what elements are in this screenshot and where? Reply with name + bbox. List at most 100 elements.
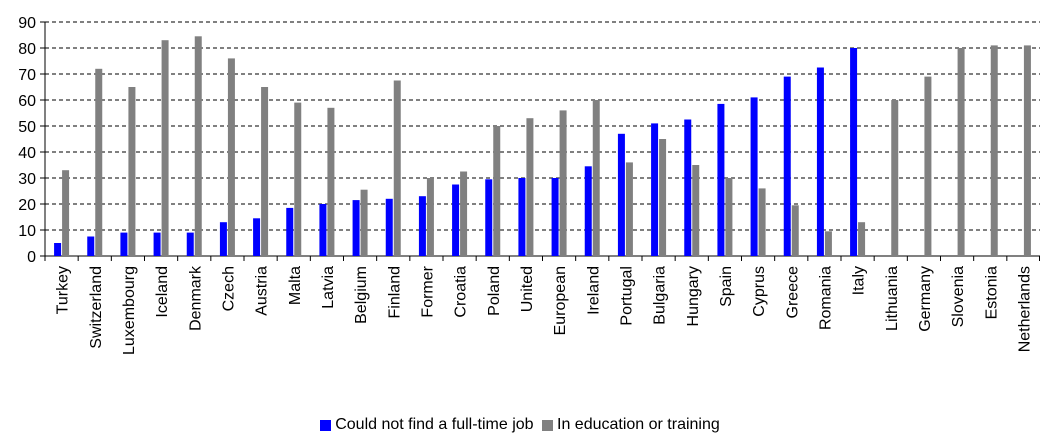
bar-jobless [385,198,393,256]
bar-education [426,178,434,256]
bar-education [791,205,799,256]
bar-education [493,126,501,256]
x-tick-label: Cyprus [751,266,768,317]
bar-education [957,48,965,256]
x-tick-label: Greece [784,266,801,319]
y-tick-label: 90 [18,15,36,32]
bar-jobless [253,218,261,256]
y-tick-label: 80 [18,41,36,58]
x-tick-label: Latvia [320,266,337,309]
x-tick-label: United [519,266,536,312]
bar-education [559,110,567,257]
x-tick-label: Germany [917,266,934,332]
bar-education [460,171,468,256]
bar-education [393,80,401,256]
legend: Could not find a full-time job In educat… [0,416,1040,436]
y-tick-label: 30 [18,171,36,188]
bar-education [526,118,534,256]
x-tick-label: European [552,266,569,335]
bar-jobless [850,48,858,256]
x-tick-label: Bulgaria [652,266,669,325]
y-tick-label: 10 [18,223,36,240]
x-tick-label: Hungary [685,266,702,326]
bar-education [725,178,733,256]
y-tick-label: 50 [18,119,36,136]
x-tick-label: Poland [486,266,503,316]
bar-education [625,162,633,256]
x-tick-label: Portugal [618,266,635,326]
bar-jobless [617,133,625,256]
x-tick-label: Romania [817,266,834,330]
bar-jobless [286,207,294,256]
bar-chart-svg: 0 10 20 30 40 50 60 70 80 90 Turkey Switzerland Luxe… [18,15,1040,355]
x-tick-label: Former [419,265,436,317]
bar-education [128,87,136,256]
bar-jobless [153,232,161,256]
legend-swatch-jobless [320,419,332,431]
bar-education [161,40,169,257]
legend-item-jobless: Could not find a full-time job [320,416,534,434]
bar-jobless [783,76,791,256]
bar-education [95,68,103,256]
legend-label-jobless: Could not find a full-time job [335,416,534,433]
bar-jobless [717,103,725,257]
y-tick-label: 0 [27,249,36,266]
x-tick-label: Denmark [187,265,204,331]
x-tick-label: Turkey [55,266,72,314]
bar-jobless [518,178,526,256]
bar-education [360,189,368,256]
x-tick-label: Belgium [353,266,370,324]
x-tick-label: Switzerland [88,266,105,349]
bar-education [990,45,998,257]
bar-jobless [551,178,559,256]
x-tick-label: Iceland [154,266,171,318]
bar-education [62,170,70,256]
bar-education [924,76,932,256]
x-tick-label: Austria [254,266,271,316]
legend-item-education: In education or training [542,416,720,434]
bar-jobless [186,232,194,256]
bar-education [1023,45,1031,257]
x-tick-label: Finland [386,266,403,318]
y-tick-label: 20 [18,197,36,214]
x-tick-label: Spain [718,266,735,307]
legend-swatch-education [542,419,553,431]
x-tick-label: Lithuania [884,266,901,331]
bar-education [294,102,302,256]
bar-jobless [219,222,227,256]
bar-education [261,87,269,256]
bar-jobless [418,196,426,256]
x-tick-label: Ireland [585,266,602,315]
legend-label-education: In education or training [557,416,720,433]
x-tick-label: Netherlands [1016,266,1033,352]
bar-education [194,36,202,256]
x-tick-label: Croatia [453,266,470,318]
y-tick-label: 70 [18,67,36,84]
bar-education [891,100,899,256]
bar-education [824,231,832,256]
bar-education [659,139,667,256]
bar-education [592,100,600,256]
bar-jobless [485,179,493,256]
bar-education [858,222,866,256]
x-tick-label: Malta [287,266,304,305]
bar-jobless [684,119,692,256]
x-tick-label: Czech [220,266,237,311]
bar-education [227,58,235,257]
bar-jobless [584,166,592,256]
bar-education [692,165,700,256]
bar-jobless [352,200,360,256]
bar-education [327,107,335,256]
bar-jobless [651,123,659,257]
bar-jobless [452,184,460,256]
bar-jobless [54,243,62,256]
bar-education [758,188,766,256]
y-tick-label: 60 [18,93,36,110]
x-tick-label: Slovenia [950,266,967,327]
x-tick-label: Luxembourg [121,266,138,355]
y-tick-label: 40 [18,145,36,162]
bar-jobless [120,232,128,256]
bar-jobless [87,236,95,256]
bar-jobless [816,67,824,256]
